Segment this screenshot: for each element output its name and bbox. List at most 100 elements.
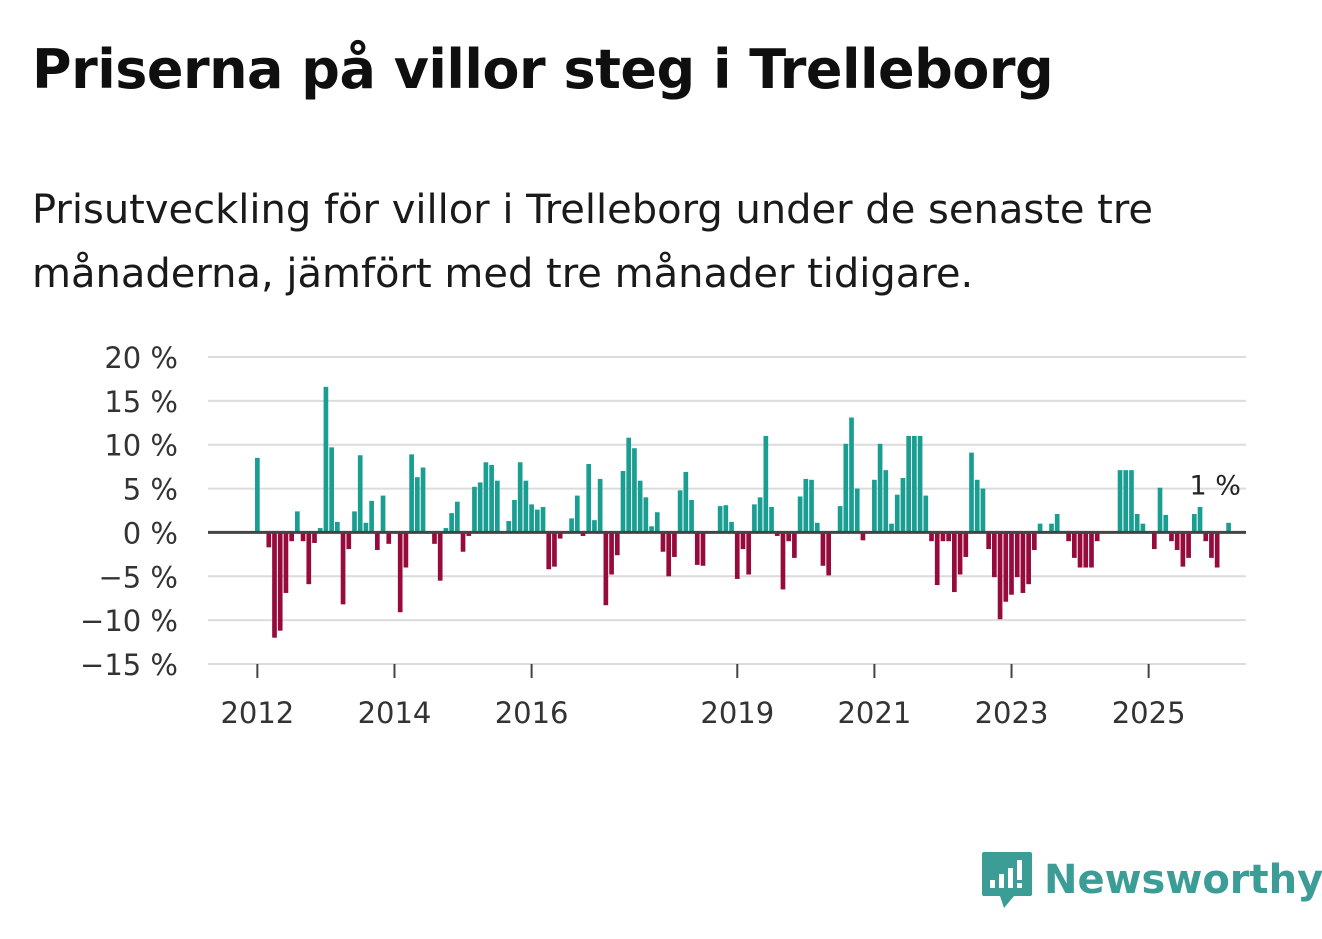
last-value-label: 1 %	[1189, 471, 1240, 502]
bar	[797, 496, 803, 533]
bar	[609, 532, 614, 575]
bar	[1174, 532, 1180, 550]
bar	[843, 443, 849, 533]
bar	[300, 532, 306, 542]
bar	[809, 479, 814, 533]
y-tick-label: −5 %	[98, 560, 178, 594]
bar	[574, 495, 580, 533]
bar	[917, 435, 923, 533]
bar	[477, 482, 483, 533]
bar	[729, 521, 734, 533]
bar	[255, 457, 260, 533]
bar	[752, 504, 757, 533]
bar	[660, 532, 666, 552]
bar	[620, 471, 626, 533]
bar	[1049, 523, 1054, 533]
bar	[974, 479, 980, 533]
annotations: 1 %	[1189, 471, 1240, 502]
bar	[1072, 532, 1077, 558]
x-tick-label: 2014	[358, 696, 432, 730]
bar	[466, 532, 472, 536]
bar	[329, 447, 334, 533]
bar	[1094, 532, 1100, 542]
bar	[986, 532, 991, 550]
bar	[494, 480, 500, 533]
y-tick-label: 5 %	[123, 473, 178, 507]
bar	[1020, 532, 1026, 593]
bar	[346, 532, 352, 550]
chart-subtitle: Prisutveckling för villor i Trelleborg u…	[32, 187, 1154, 297]
bar	[597, 478, 603, 533]
bar	[409, 454, 414, 533]
bar	[489, 464, 494, 533]
bar	[1014, 532, 1020, 578]
y-tick-label: 15 %	[104, 385, 178, 419]
bar	[957, 532, 963, 575]
bar	[769, 506, 774, 533]
bar	[969, 452, 974, 533]
bar	[632, 448, 637, 533]
bar	[523, 480, 529, 533]
bar	[357, 455, 363, 533]
bar	[854, 488, 860, 533]
bar	[580, 532, 586, 536]
bar	[1032, 532, 1037, 550]
bar	[540, 506, 546, 533]
bar	[746, 532, 752, 575]
bar	[672, 532, 677, 557]
bar	[397, 532, 403, 613]
bar	[734, 532, 740, 579]
bar	[534, 509, 540, 533]
y-tick-label: 20 %	[104, 341, 178, 375]
bar	[872, 479, 877, 533]
bar	[306, 532, 312, 585]
bar-series	[255, 386, 1231, 638]
bar	[1157, 487, 1163, 533]
bar	[963, 532, 969, 557]
bar	[586, 464, 592, 533]
bar	[1009, 532, 1014, 595]
bar	[1054, 514, 1060, 533]
bar	[420, 467, 426, 533]
bar	[757, 497, 763, 533]
bar	[1169, 532, 1174, 542]
bar	[517, 462, 523, 533]
bar	[1186, 532, 1191, 558]
bar	[1083, 532, 1089, 568]
bar	[277, 532, 283, 631]
bar	[1214, 532, 1220, 568]
bar	[449, 513, 454, 533]
bar	[506, 521, 512, 533]
bar	[900, 478, 906, 533]
bar	[340, 532, 346, 605]
bar	[266, 532, 272, 548]
bar	[643, 497, 649, 533]
bar	[677, 490, 683, 533]
bar	[683, 471, 689, 533]
bar	[1197, 506, 1203, 533]
y-tick-label: 0 %	[123, 516, 178, 550]
bar	[443, 528, 449, 533]
bar	[952, 532, 957, 593]
bar	[512, 499, 517, 533]
bar	[289, 532, 294, 542]
bar	[700, 532, 706, 566]
x-axis: 2012 2014 2016 2019 2021 2023 2025	[220, 664, 1186, 730]
bar	[626, 437, 632, 533]
y-tick-label: 10 %	[104, 429, 178, 463]
bar	[837, 506, 843, 533]
bar	[883, 470, 889, 533]
bar	[1003, 532, 1009, 602]
bar	[1203, 532, 1209, 542]
bar	[860, 532, 866, 541]
bar	[894, 494, 900, 533]
bar	[1134, 514, 1140, 533]
bar	[414, 477, 420, 533]
bar	[1180, 532, 1186, 567]
bar	[814, 522, 820, 533]
bar	[1123, 470, 1129, 533]
bar	[369, 500, 374, 533]
bar	[1191, 514, 1197, 533]
bar	[460, 532, 466, 552]
bar	[375, 532, 380, 550]
